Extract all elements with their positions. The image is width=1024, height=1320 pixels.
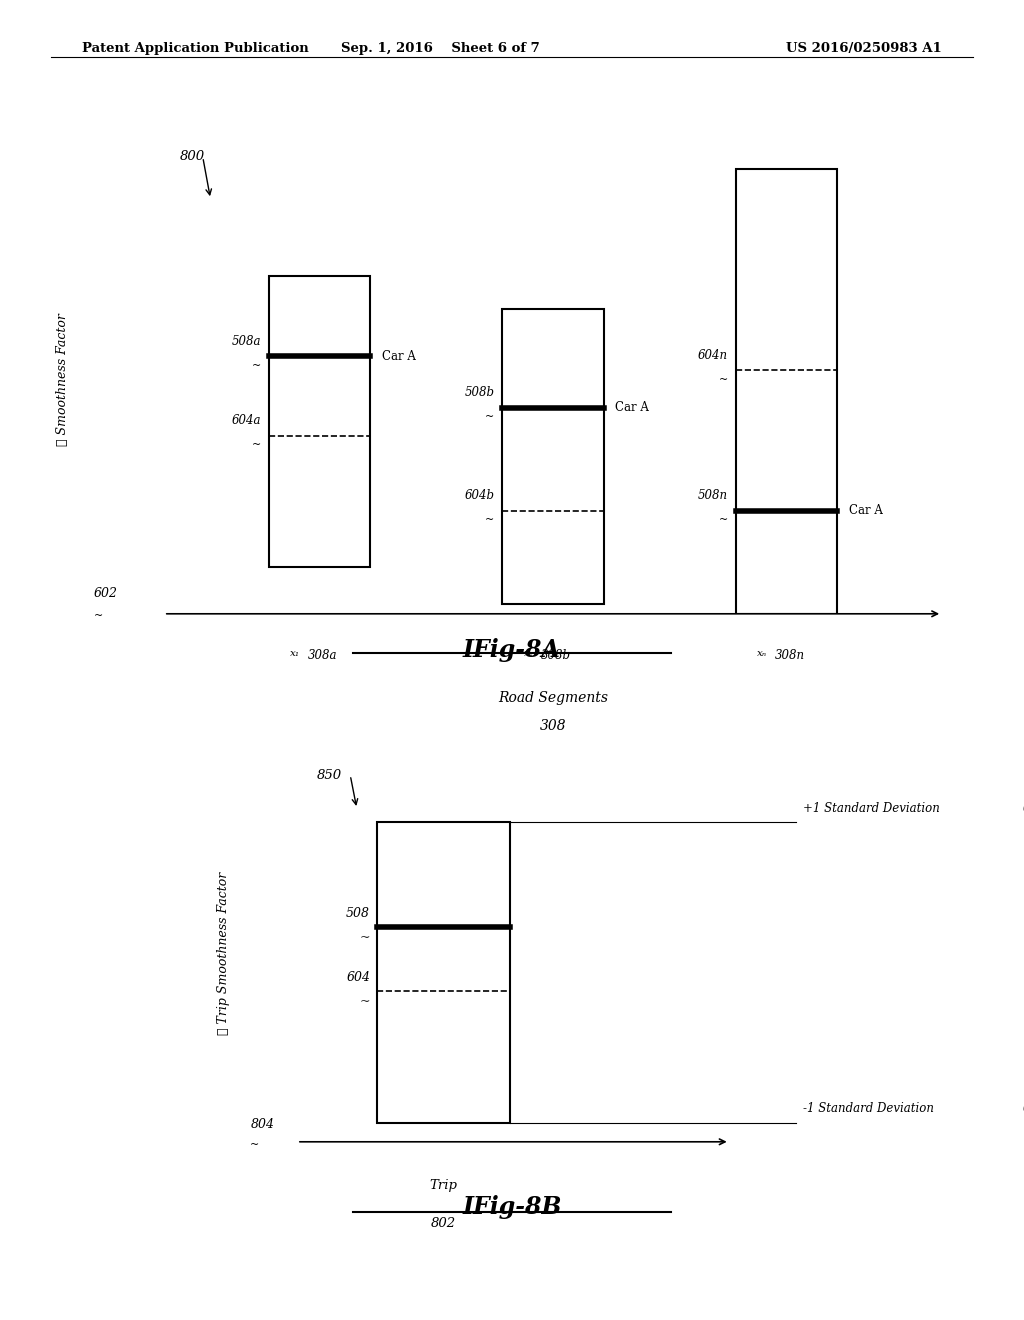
- Text: 508a: 508a: [231, 335, 261, 347]
- Text: 604b: 604b: [465, 490, 495, 503]
- Text: Car A: Car A: [382, 350, 416, 363]
- Text: ~: ~: [94, 611, 103, 622]
- Bar: [503, 309, 603, 605]
- Text: 802: 802: [431, 1217, 456, 1230]
- Text: 308b: 308b: [542, 649, 571, 661]
- Text: Patent Application Publication: Patent Application Publication: [82, 42, 308, 55]
- Text: 804: 804: [250, 1118, 274, 1130]
- Text: 308a: 308a: [308, 649, 337, 661]
- Text: xₙ: xₙ: [757, 649, 767, 657]
- Bar: [736, 169, 837, 614]
- Text: ~: ~: [719, 515, 728, 525]
- Text: ~: ~: [359, 995, 371, 1008]
- Text: +1 Standard Deviation: +1 Standard Deviation: [803, 801, 940, 814]
- Text: 308: 308: [540, 719, 566, 733]
- Text: ❰ Smoothness Factor: ❰ Smoothness Factor: [56, 313, 70, 446]
- Text: x₂: x₂: [523, 649, 534, 657]
- Bar: [269, 276, 370, 568]
- Text: 606b: 606b: [1022, 1102, 1024, 1115]
- Text: 604n: 604n: [698, 348, 728, 362]
- Text: 606a: 606a: [1022, 801, 1024, 814]
- Text: Road Segments: Road Segments: [498, 692, 608, 705]
- Text: 850: 850: [317, 770, 342, 783]
- Text: ~: ~: [485, 515, 495, 525]
- Text: 508n: 508n: [698, 490, 728, 503]
- Text: ~: ~: [250, 1140, 260, 1150]
- Text: ❰ Trip Smoothness Factor: ❰ Trip Smoothness Factor: [217, 873, 230, 1035]
- Text: Trip: Trip: [429, 1180, 458, 1192]
- Text: 508b: 508b: [465, 387, 495, 399]
- Text: Car A: Car A: [849, 504, 883, 517]
- Text: 800: 800: [179, 150, 205, 162]
- Text: 308n: 308n: [775, 649, 805, 661]
- Text: 508: 508: [346, 907, 371, 920]
- Text: -1 Standard Deviation: -1 Standard Deviation: [803, 1102, 934, 1115]
- Text: ~: ~: [252, 360, 261, 371]
- Text: Sep. 1, 2016    Sheet 6 of 7: Sep. 1, 2016 Sheet 6 of 7: [341, 42, 540, 55]
- Text: x₁: x₁: [290, 649, 300, 657]
- Text: Car A: Car A: [615, 401, 649, 414]
- Text: ~: ~: [359, 931, 371, 944]
- Bar: [377, 822, 510, 1123]
- Text: 604a: 604a: [231, 414, 261, 428]
- Text: 604: 604: [346, 970, 371, 983]
- Text: IFig-8A: IFig-8A: [463, 638, 561, 661]
- Text: ~: ~: [485, 412, 495, 422]
- Text: IFig-8B: IFig-8B: [462, 1195, 562, 1218]
- Text: ~: ~: [719, 375, 728, 385]
- Text: ~: ~: [252, 441, 261, 450]
- Text: US 2016/0250983 A1: US 2016/0250983 A1: [786, 42, 942, 55]
- Text: 602: 602: [94, 587, 118, 599]
